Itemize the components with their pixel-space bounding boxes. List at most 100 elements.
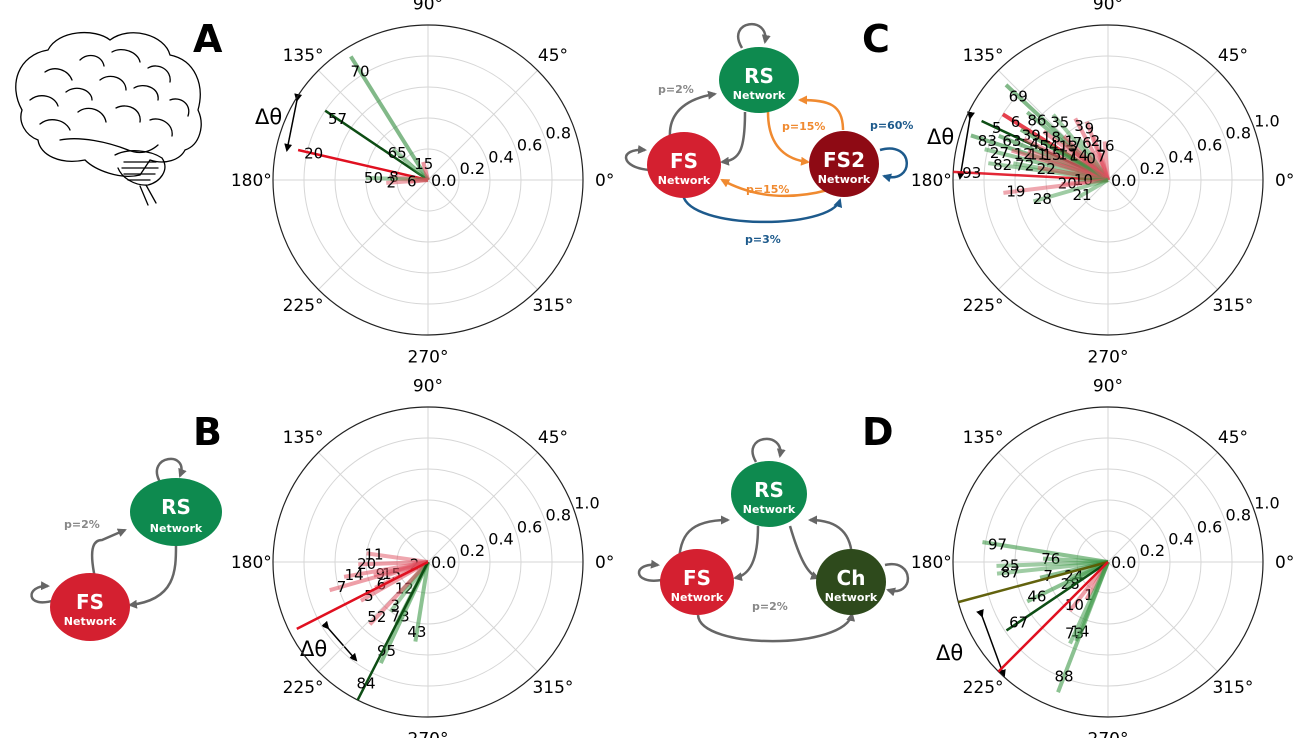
angular-tick-label: 0° xyxy=(1275,553,1294,573)
radial-tick-label: 0.4 xyxy=(488,529,513,548)
delta-arrow-a xyxy=(284,93,303,152)
polar-frame xyxy=(952,406,1264,718)
vector-line xyxy=(297,148,429,182)
angular-tick-label: 135° xyxy=(963,46,1004,66)
vector-label: 11 xyxy=(364,545,383,563)
vector-line xyxy=(391,147,430,182)
angular-tick-label: 135° xyxy=(283,428,324,448)
vector-label: 14 xyxy=(345,566,364,584)
vector-label: 28 xyxy=(1033,190,1052,208)
vector-label: 88 xyxy=(1054,668,1073,686)
node-fs-sub: Network xyxy=(658,174,711,187)
vector-line xyxy=(1056,561,1110,693)
node-rs: RS Network xyxy=(130,478,222,546)
vector-label: 7 xyxy=(337,578,347,596)
radial-tick-label: 0.4 xyxy=(1168,529,1193,548)
node-fs-title: FS xyxy=(670,149,698,173)
delta-arrow-d xyxy=(976,608,1006,678)
vector-line xyxy=(957,560,1109,604)
vector-label: 14 xyxy=(1069,146,1088,164)
vector-label: 5 xyxy=(992,119,1002,137)
edge-rs-to-fs xyxy=(733,525,760,582)
angular-tick-label: 270° xyxy=(1088,730,1129,738)
edge-rs-to-fs xyxy=(128,544,178,609)
vector-label: 11 xyxy=(1028,145,1047,163)
vector-line xyxy=(413,561,430,642)
vector-label: 43 xyxy=(407,623,426,641)
vector-line xyxy=(1087,154,1110,182)
vector-line xyxy=(324,109,429,182)
angular-tick-label: 315° xyxy=(532,296,573,316)
radial-tick-label: 0.6 xyxy=(1197,517,1222,536)
edge-ch-self-loop xyxy=(884,562,910,597)
node-fs2-sub: Network xyxy=(818,173,871,186)
angular-tick-label: 315° xyxy=(1212,678,1253,698)
vector-label: 10 xyxy=(1065,596,1084,614)
radial-tick-label: 0.2 xyxy=(1140,159,1165,178)
polar-chart-b: 0° 45° 90° 135° 180° 225° 270° 315° 0.00.20.40.6… xyxy=(231,376,615,738)
edge-rs-to-fs xyxy=(720,111,747,166)
vector-line xyxy=(296,560,429,630)
edge-label-p2: p=2% xyxy=(64,518,100,531)
node-ch-title: Ch xyxy=(837,566,866,590)
edge-label-p2: p=2% xyxy=(658,83,694,96)
edge-label-p15-rs: p=15% xyxy=(782,120,825,133)
polar-chart-a: 0° 45° 90° 135° 180° 225° 270° 315° 0.00.20.40.6… xyxy=(231,0,615,368)
node-fs: FS Network xyxy=(660,549,734,615)
angular-gridline xyxy=(1107,179,1218,290)
angular-tick-label: 0° xyxy=(595,171,614,191)
radial-tick-label: 0.6 xyxy=(1197,135,1222,154)
vector-label: 4 xyxy=(1030,135,1040,153)
node-fs: FS Network xyxy=(647,132,721,198)
vector-label: 12 xyxy=(1014,145,1033,163)
vector-label: 1 xyxy=(1084,586,1094,604)
vector-line xyxy=(982,540,1109,564)
angular-tick-label: 90° xyxy=(413,0,443,14)
angular-gridline xyxy=(318,179,429,290)
vector-label: 9 xyxy=(1085,120,1095,138)
angular-tick-label: 45° xyxy=(1218,46,1248,66)
angular-tick-label: 315° xyxy=(532,678,573,698)
delta-arrow-c xyxy=(957,111,975,180)
node-fs-title: FS xyxy=(683,566,711,590)
vector-line xyxy=(329,560,429,593)
vector-label: 93 xyxy=(962,164,981,182)
panel-letter-d: D xyxy=(862,410,894,454)
edge-fs-self-loop xyxy=(637,559,663,582)
angular-tick-label: 90° xyxy=(413,376,443,396)
vector-line xyxy=(409,178,429,184)
vector-line xyxy=(1068,560,1110,613)
vector-label: 15 xyxy=(414,155,433,173)
angular-gridline xyxy=(318,452,429,563)
node-ch: Ch Network xyxy=(816,549,886,615)
node-rs-title: RS xyxy=(161,495,191,519)
delta-label-a: Δθ xyxy=(255,105,282,129)
node-fs-sub: Network xyxy=(64,615,117,628)
node-fs: FS Network xyxy=(50,573,130,641)
edge-fs-to-rs xyxy=(668,90,717,139)
edge-fs2-to-fs xyxy=(720,178,829,198)
vector-label: 87 xyxy=(1001,563,1020,581)
node-rs-title: RS xyxy=(754,478,784,502)
vector-line xyxy=(1032,178,1109,204)
delta-label-d: Δθ xyxy=(936,641,963,665)
vector-line xyxy=(349,55,430,182)
edge-fs-to-fs2 xyxy=(681,194,843,224)
angular-tick-label: 225° xyxy=(963,296,1004,316)
angular-tick-label: 45° xyxy=(1218,428,1248,448)
edge-rs-self-loop xyxy=(155,457,187,483)
node-rs: RS Network xyxy=(731,461,807,527)
node-fs2-title: FS2 xyxy=(823,148,865,172)
radial-tick-label: 1.0 xyxy=(1254,494,1279,513)
vector-label: 57 xyxy=(328,110,347,128)
vector-line xyxy=(421,161,430,181)
angular-gridline xyxy=(427,452,538,563)
edge-fs2-self-loop xyxy=(879,147,908,183)
edge-label-p60: p=60% xyxy=(870,119,913,132)
angular-gridline xyxy=(427,179,538,290)
angular-gridline xyxy=(1107,452,1218,563)
radial-tick-label: 0.8 xyxy=(1226,506,1251,525)
angular-gridline xyxy=(1107,561,1218,672)
vector-label: 83 xyxy=(978,132,997,150)
vector-line xyxy=(1098,152,1110,181)
